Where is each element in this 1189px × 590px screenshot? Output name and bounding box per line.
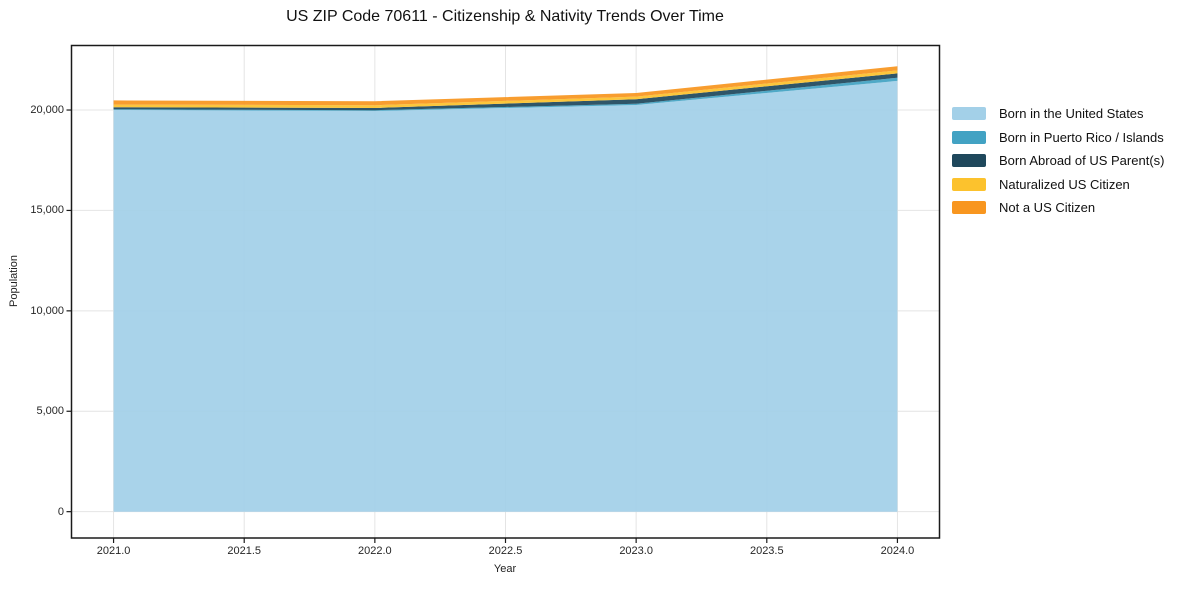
x-tick-label: 2022.0 bbox=[358, 545, 392, 557]
y-tick-label: 15,000 bbox=[30, 204, 64, 217]
x-tick-label: 2022.5 bbox=[488, 545, 523, 557]
legend: Born in the United States Born in Puerto … bbox=[952, 102, 1164, 220]
legend-item-4: Not a US Citizen bbox=[952, 196, 1164, 220]
legend-label: Not a US Citizen bbox=[999, 200, 1096, 216]
chart-title: US ZIP Code 70611 - Citizenship & Nativi… bbox=[286, 8, 724, 25]
x-tick-label: 2024.0 bbox=[880, 545, 915, 557]
y-axis-label: Population bbox=[8, 255, 20, 307]
legend-label: Naturalized US Citizen bbox=[999, 176, 1130, 192]
legend-swatch-icon bbox=[952, 177, 986, 191]
legend-item-0: Born in the United States bbox=[952, 102, 1164, 126]
legend-label: Born in Puerto Rico / Islands bbox=[999, 129, 1164, 145]
x-tick-label: 2023.5 bbox=[749, 545, 784, 557]
legend-item-2: Born Abroad of US Parent(s) bbox=[952, 149, 1164, 173]
legend-item-3: Naturalized US Citizen bbox=[952, 173, 1164, 197]
y-tick-label: 10,000 bbox=[30, 304, 64, 317]
legend-swatch-icon bbox=[952, 154, 986, 168]
x-tick-label: 2021.5 bbox=[227, 545, 262, 557]
area-series-2 bbox=[113, 73, 898, 111]
x-tick-label: 2023.0 bbox=[619, 545, 653, 557]
legend-swatch-icon bbox=[952, 107, 986, 121]
y-tick-label: 0 bbox=[57, 505, 64, 518]
legend-label: Born in the United States bbox=[999, 106, 1144, 122]
legend-swatch-icon bbox=[952, 201, 986, 215]
legend-label: Born Abroad of US Parent(s) bbox=[999, 153, 1165, 169]
x-axis-label: Year bbox=[493, 563, 517, 575]
legend-item-1: Born in Puerto Rico / Islands bbox=[952, 126, 1164, 150]
y-tick-label: 5,000 bbox=[36, 405, 64, 418]
x-tick-label: 2021.0 bbox=[96, 545, 131, 557]
legend-swatch-icon bbox=[952, 130, 986, 144]
area-series-0 bbox=[113, 80, 898, 512]
area-series-4 bbox=[113, 66, 898, 106]
area-series-1 bbox=[113, 77, 898, 111]
y-tick-label: 20,000 bbox=[30, 104, 64, 117]
